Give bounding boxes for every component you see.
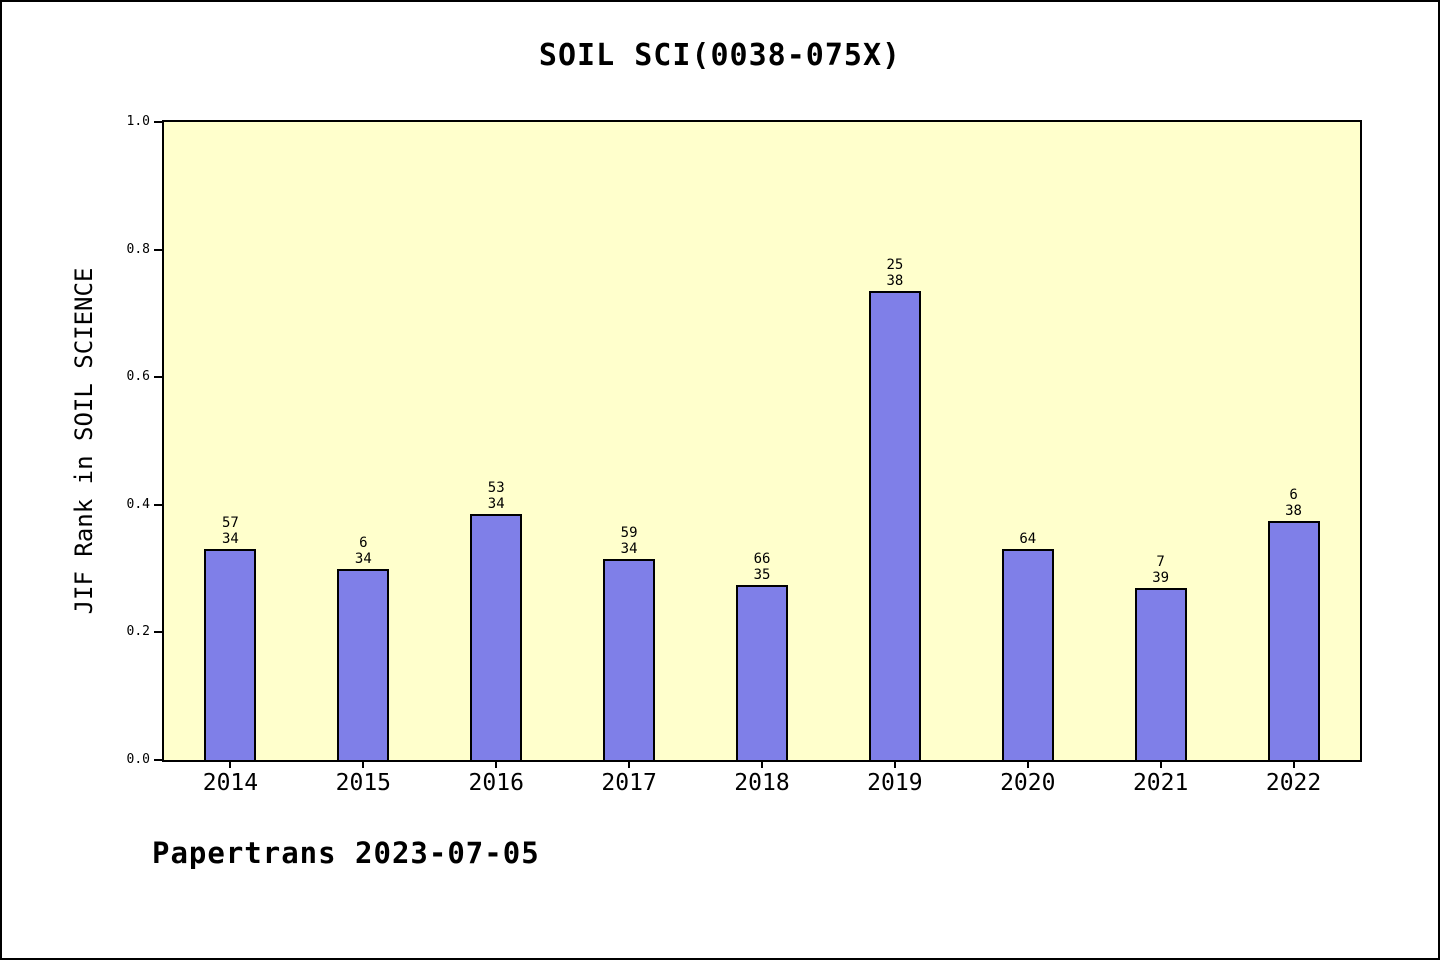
- bar-value-line: 34: [354, 550, 372, 567]
- bar-2017: [603, 559, 656, 760]
- bar-value-line: 53: [487, 480, 505, 497]
- chart-title: SOIL SCI(0038-075X): [538, 38, 902, 73]
- x-tick-mark: [229, 760, 232, 768]
- bar-value-label: 64: [1019, 531, 1036, 547]
- bar-value-line: 6: [1289, 486, 1298, 503]
- bar-2021: [1134, 587, 1187, 760]
- y-tick-mark: [154, 121, 164, 123]
- y-tick-label: 0.4: [126, 496, 150, 512]
- y-tick-mark: [154, 376, 164, 379]
- y-tick-label: 1.0: [126, 114, 150, 129]
- y-tick-label: 0.6: [126, 369, 150, 385]
- bar-2014: [204, 549, 257, 760]
- bar-value-label: 7 39: [1152, 554, 1169, 586]
- y-tick-mark: [154, 248, 164, 251]
- y-tick-mark: [154, 503, 164, 506]
- bar-value-line: 38: [1285, 502, 1302, 519]
- bar-value-line: 25: [886, 257, 904, 274]
- bar-value-line: 34: [222, 531, 239, 548]
- x-tick-mark: [1026, 760, 1029, 768]
- bar-value-label: 53 34: [488, 480, 505, 512]
- bar-value-line: 64: [1019, 531, 1037, 548]
- y-tick-mark: [154, 759, 164, 761]
- y-axis-label: JIF Rank in SOIL SCIENCE: [70, 267, 98, 615]
- x-tick-mark: [628, 760, 631, 768]
- bar-value-label: 25 38: [886, 257, 903, 289]
- bar-value-line: 59: [620, 525, 638, 542]
- bar-2016: [470, 514, 523, 760]
- x-tick-mark: [495, 760, 498, 768]
- bar-value-line: 6: [359, 534, 368, 551]
- x-tick-label: 2022: [1265, 770, 1322, 796]
- x-tick-mark: [1292, 760, 1295, 768]
- bar-value-line: 57: [222, 515, 239, 532]
- bar-value-label: 6 38: [1285, 487, 1302, 519]
- bar-2020: [1001, 549, 1054, 760]
- bar-value-label: 59 34: [621, 525, 638, 557]
- plot-area: 0.0 0.2 0.4 0.6 0.8 1.0 57 34 2014 6 34 2015 53 34 201…: [127, 114, 1362, 796]
- bar-value-line: 7: [1156, 553, 1165, 570]
- x-tick-label: 2019: [867, 770, 923, 796]
- x-tick-label: 2015: [335, 770, 392, 796]
- x-tick-mark: [761, 760, 763, 768]
- bar-2019: [868, 291, 921, 760]
- bar-value-line: 34: [620, 541, 638, 558]
- bar-2022: [1267, 520, 1320, 760]
- y-tick-mark: [154, 631, 164, 634]
- y-tick-label: 0.8: [126, 241, 150, 257]
- x-tick-label: 2018: [734, 770, 790, 796]
- x-tick-label: 2014: [202, 770, 259, 796]
- bar-value-line: 35: [753, 566, 771, 583]
- x-tick-mark: [362, 760, 365, 768]
- x-tick-mark: [893, 760, 896, 768]
- bar-value-label: 66 35: [754, 551, 771, 583]
- bar-value-line: 66: [753, 550, 771, 567]
- y-tick-label: 0.0: [126, 752, 150, 767]
- bar-2015: [337, 568, 390, 760]
- bar-value-line: 39: [1152, 569, 1170, 586]
- watermark-text: Papertrans 2023-07-05: [152, 836, 540, 870]
- x-tick-label: 2021: [1132, 770, 1189, 796]
- x-tick-mark: [1159, 760, 1162, 768]
- x-tick-label: 2017: [601, 770, 657, 796]
- bar-2018: [736, 584, 788, 760]
- bar-value-label: 6 34: [355, 535, 372, 567]
- bar-value-line: 34: [487, 496, 505, 513]
- x-tick-label: 2016: [468, 770, 524, 796]
- bar-value-label: 57 34: [222, 515, 239, 547]
- x-tick-label: 2020: [1000, 770, 1056, 796]
- bar-value-line: 38: [886, 273, 904, 290]
- y-tick-label: 0.2: [126, 624, 150, 640]
